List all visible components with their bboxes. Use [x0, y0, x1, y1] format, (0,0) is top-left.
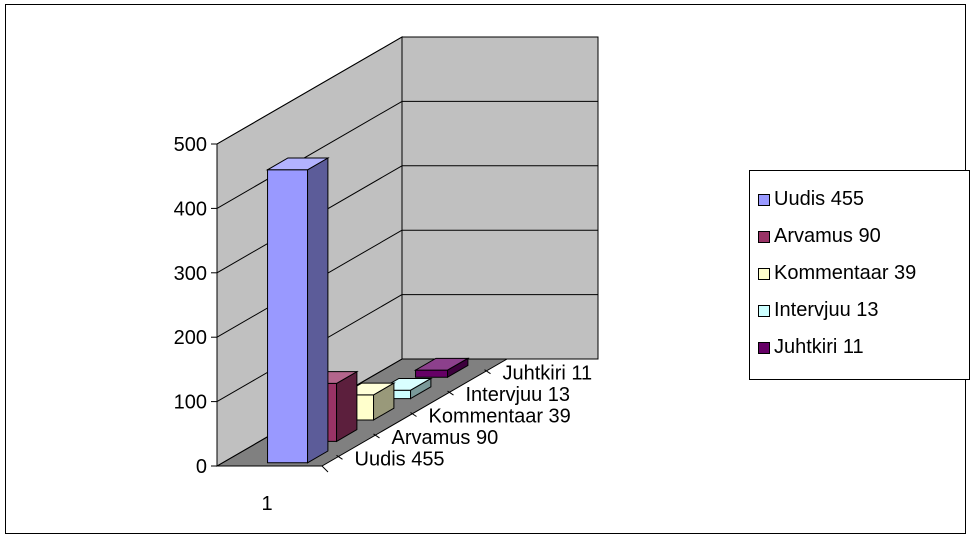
legend-item: Intervjuu 13: [758, 292, 969, 329]
legend-item: Arvamus 90: [758, 218, 969, 255]
legend-label: Juhtkiri 11: [774, 336, 864, 358]
legend-label: Intervjuu 13: [774, 299, 879, 321]
legend-swatch: [758, 304, 770, 317]
legend-label: Kommentaar 39: [774, 262, 917, 284]
legend-swatch: [758, 341, 770, 354]
y-tick-label: 0: [196, 456, 207, 478]
bar-side: [307, 157, 329, 464]
depth-tick: [447, 390, 454, 396]
gridline-side: [216, 36, 403, 145]
legend-label: Uudis 455: [774, 188, 865, 210]
legend-item: Kommentaar 39: [758, 255, 969, 292]
depth-axis-label: Arvamus 90: [392, 427, 499, 449]
legend-swatch: [758, 267, 770, 280]
y-tick-label: 400: [174, 198, 207, 220]
gridline-side: [216, 100, 403, 209]
y-tick-label: 300: [174, 263, 207, 285]
x-tick: [321, 465, 329, 473]
depth-tick: [484, 369, 491, 375]
depth-axis-label: Kommentaar 39: [429, 406, 571, 428]
y-tick-label: 500: [174, 134, 207, 156]
legend-label: Arvamus 90: [774, 225, 881, 247]
depth-axis-label: Uudis 455: [355, 448, 445, 470]
legend: Uudis 455 Arvamus 90 Kommentaar 39 Intervju…: [749, 170, 970, 380]
bar-top: [265, 157, 330, 171]
depth-tick: [373, 433, 380, 439]
legend-swatch: [758, 230, 770, 243]
bar-front: [267, 169, 309, 464]
y-tick-label: 200: [174, 327, 207, 349]
x-tick-label: 1: [261, 493, 272, 515]
depth-tick: [410, 412, 417, 417]
legend-item: Juhtkiri 11: [758, 329, 969, 366]
bar-front: [415, 369, 449, 378]
bar-top: [413, 357, 470, 371]
legend-swatch: [758, 193, 770, 206]
y-tick-label: 100: [174, 392, 207, 414]
depth-axis-label: Intervjuu 13: [466, 384, 571, 406]
depth-tick: [336, 454, 343, 460]
legend-item: Uudis 455: [758, 181, 969, 218]
chart-back-wall: [401, 36, 599, 360]
depth-axis-label: Juhtkiri 11: [503, 363, 593, 385]
